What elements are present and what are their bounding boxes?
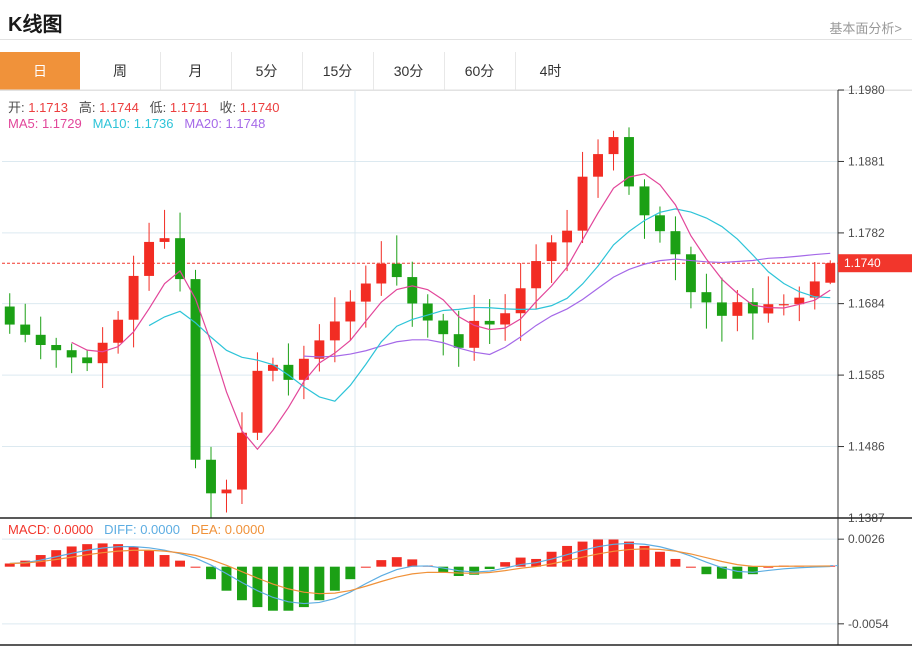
svg-text:1.1881: 1.1881 bbox=[848, 154, 885, 168]
svg-text:1.1684: 1.1684 bbox=[848, 297, 885, 311]
svg-text:0.0026: 0.0026 bbox=[848, 532, 885, 546]
svg-text:1.1740: 1.1740 bbox=[844, 256, 881, 270]
svg-text:1.1980: 1.1980 bbox=[848, 83, 885, 97]
svg-text:1.1486: 1.1486 bbox=[848, 440, 885, 454]
svg-text:1.1782: 1.1782 bbox=[848, 226, 885, 240]
svg-text:-0.0054: -0.0054 bbox=[848, 617, 889, 631]
svg-text:1.1585: 1.1585 bbox=[848, 368, 885, 382]
